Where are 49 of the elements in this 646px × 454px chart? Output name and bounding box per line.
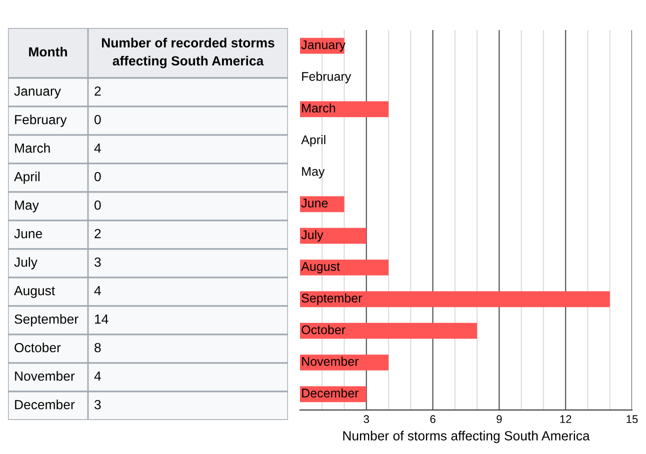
bar <box>300 228 366 244</box>
bar <box>300 260 389 276</box>
x-tick-label: 3 <box>364 415 369 424</box>
data-label: 8 <box>94 342 101 352</box>
data-label: 14 <box>95 314 108 324</box>
category-label: April <box>14 172 40 184</box>
data-label: 3 <box>94 400 101 410</box>
category-label: July <box>14 257 38 270</box>
y-tick-label: November <box>302 356 359 366</box>
y-tick-label: September <box>302 293 362 305</box>
x-tick-label: 9 <box>496 415 502 424</box>
y-tick-label: April <box>301 135 326 147</box>
x-tick-label: 12 <box>560 415 572 423</box>
y-tick-label: May <box>302 167 325 178</box>
data-label: 4 <box>94 372 101 381</box>
category-label: March <box>15 143 50 153</box>
x-tick-label: 15 <box>626 415 638 424</box>
data-label: 2 <box>94 86 101 96</box>
data-label: 4 <box>94 144 101 153</box>
category-label: December <box>15 400 75 410</box>
category-label: May <box>15 200 39 212</box>
x-tick-label: 6 <box>430 415 436 424</box>
category-label: October <box>14 342 61 352</box>
data-label: 2 <box>94 228 101 238</box>
text: Month <box>29 46 67 57</box>
category-label: November <box>15 371 75 381</box>
category-label: February <box>15 114 67 127</box>
bar <box>300 354 389 370</box>
category-label: August <box>14 286 55 298</box>
x-axis-title: Number of storms affecting South America <box>343 430 590 444</box>
bar <box>300 322 478 339</box>
data-label: 0 <box>94 114 101 124</box>
category-label: September <box>14 314 78 326</box>
data-label: 4 <box>94 286 101 296</box>
data-label: 0 <box>94 200 101 210</box>
bar <box>300 101 389 118</box>
data-label: 0 <box>94 172 101 182</box>
y-tick-label: February <box>302 72 352 84</box>
bar <box>300 291 610 308</box>
data-label: 3 <box>94 257 101 267</box>
y-tick-label: March <box>302 103 336 113</box>
y-tick-label: August <box>301 262 340 274</box>
category-label: January <box>14 86 61 98</box>
y-tick-label: July <box>301 230 324 242</box>
y-tick-label: June <box>301 198 328 208</box>
y-tick-label: December <box>302 388 359 398</box>
y-tick-label: October <box>302 325 346 334</box>
text: Number of recorded storms affecting South America <box>102 38 274 68</box>
category-label: June <box>14 229 42 238</box>
